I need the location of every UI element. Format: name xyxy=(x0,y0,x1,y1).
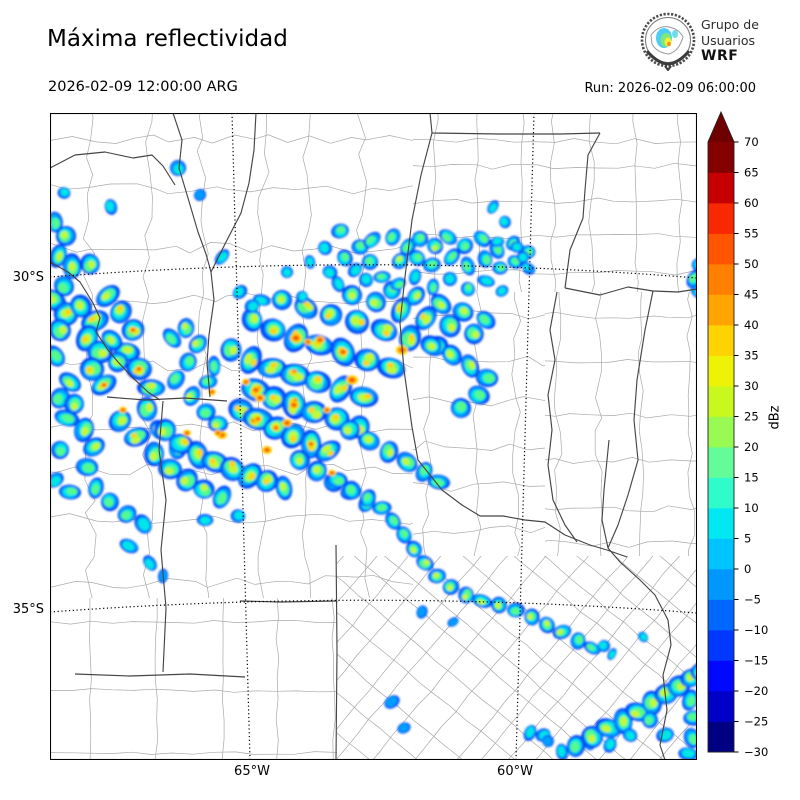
colorbar-tick-label: 65 xyxy=(744,166,759,180)
reflectivity-field xyxy=(50,160,697,760)
wrf-users-group-logo xyxy=(639,11,697,71)
valid-time-label: 2026-02-09 12:00:00 ARG xyxy=(48,79,238,95)
colorbar-segment xyxy=(708,691,734,722)
colorbar-tick-label: 10 xyxy=(744,501,759,515)
colorbar-segment xyxy=(708,477,734,509)
colorbar-tick-label: 40 xyxy=(744,318,759,332)
colorbar-segment xyxy=(708,386,734,417)
colorbar-segment xyxy=(708,630,734,661)
colorbar-tick-label: 45 xyxy=(744,288,759,302)
colorbar-segment xyxy=(708,142,734,173)
colorbar-tick-label: −30 xyxy=(744,745,768,759)
colorbar-segment xyxy=(708,447,734,478)
colorbar-segment xyxy=(708,233,734,265)
colorbar-tick-label: 15 xyxy=(744,471,759,485)
colorbar-tick-label: −5 xyxy=(744,593,761,607)
colorbar-segment xyxy=(708,203,734,234)
colorbar-tick-label: 55 xyxy=(744,227,759,241)
colorbar-segment xyxy=(708,721,734,753)
colorbar-tick-label: −25 xyxy=(744,715,768,729)
colorbar-tick-label: 20 xyxy=(744,440,759,454)
colorbar-over-arrow xyxy=(708,112,734,142)
logo-emblem-icon xyxy=(640,12,696,71)
map-frame xyxy=(50,113,697,760)
lat-label-35s: 35°S xyxy=(12,602,44,617)
colorbar-segment xyxy=(708,599,734,631)
lon-label-60w: 60°W xyxy=(497,764,533,779)
colorbar-tick-label: 0 xyxy=(744,562,751,576)
colorbar-tick-label: −20 xyxy=(744,684,768,698)
colorbar-segment xyxy=(708,538,734,570)
colorbar-segment xyxy=(708,569,734,600)
colorbar: 70 65 60 55 50 45 40 35 30 25 20 15 10 5 0 −5 −10 −15 −20−… xyxy=(700,105,800,770)
province-borders xyxy=(50,113,697,760)
colorbar-tick-label: 60 xyxy=(744,196,759,210)
logo-text: Grupo de Usuarios WRF xyxy=(701,17,759,66)
graticule-gridlines xyxy=(50,113,697,760)
colorbar-segment xyxy=(708,264,734,295)
department-boundaries xyxy=(50,113,697,760)
colorbar-segment xyxy=(708,294,734,326)
colorbar-tick-label: 35 xyxy=(744,349,759,363)
map-canvas xyxy=(50,113,697,760)
logo-line-wrf: WRF xyxy=(701,48,739,65)
logo-line-2: Usuarios xyxy=(701,32,756,48)
lon-label-65w: 65°W xyxy=(234,764,270,779)
logo-line-1: Grupo de xyxy=(701,17,759,32)
colorbar-tick-label: 5 xyxy=(744,532,751,546)
colorbar-segment xyxy=(708,416,734,448)
lat-label-30s: 30°S xyxy=(12,270,44,285)
colorbar-tick-label: −10 xyxy=(744,623,768,637)
colorbar-segment xyxy=(708,172,734,204)
colorbar-tick-label: 50 xyxy=(744,257,759,271)
colorbar-tick-label: −15 xyxy=(744,654,768,668)
colorbar-tick-label: 70 xyxy=(744,135,759,149)
colorbar-tick-label: 30 xyxy=(744,379,759,393)
colorbar-segment xyxy=(708,325,734,356)
colorbar-segment xyxy=(708,660,734,692)
colorbar-tick-label: 25 xyxy=(744,410,759,424)
page-title: Máxima reflectividad xyxy=(47,26,288,52)
run-time-label: Run: 2026-02-09 06:00:00 xyxy=(584,81,756,96)
colorbar-units-label: dBz xyxy=(767,405,783,430)
colorbar-segment xyxy=(708,355,734,387)
colorbar-segment xyxy=(708,508,734,539)
